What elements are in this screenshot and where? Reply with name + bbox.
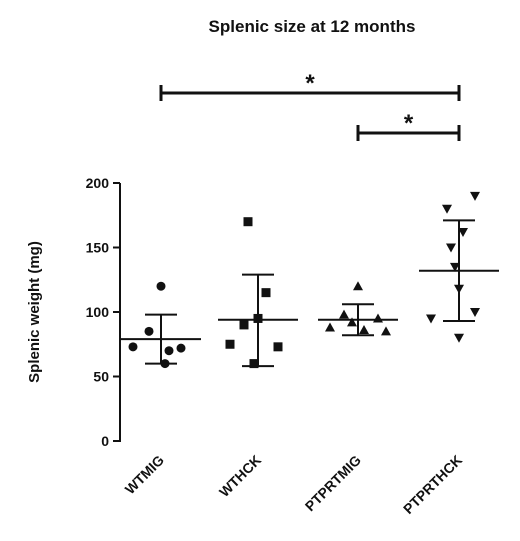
data-point-triangle-down [442,204,452,214]
data-point-triangle-up [381,326,391,336]
data-point-circle [128,342,138,352]
y-tick-label: 50 [93,369,109,385]
data-point-square [253,313,263,323]
significance-star: * [305,70,315,97]
y-tick-label: 100 [86,304,110,320]
error-bars [121,219,499,368]
y-axis-label: Splenic weight (mg) [26,241,43,383]
x-tick-label: WTHCK [216,452,264,500]
data-point-triangle-up [353,281,363,291]
data-point-triangle-down [450,262,460,272]
data-point-square [249,359,259,369]
data-point-circle [176,343,186,353]
data-point-circle [160,359,170,369]
data-point-triangle-up [359,325,369,335]
data-point-triangle-up [339,309,349,319]
data-point-circle [144,326,154,336]
data-point-triangle-down [426,314,436,324]
y-tick-label: 200 [86,175,110,191]
x-ticks: WTMIG WTHCK PTPRTMIG PTPRTHCK [122,452,465,517]
data-point-square [273,342,283,352]
data-point-circle [156,281,166,291]
x-tick-label: PTPRTHCK [400,452,465,517]
significance-brackets: ** [159,70,461,141]
data-point-triangle-down [458,228,468,238]
chart-title: Splenic size at 12 months [209,17,416,36]
data-points [128,191,480,369]
data-point-square [243,217,253,227]
data-point-triangle-down [446,243,456,253]
data-point-circle [164,346,174,356]
data-point-triangle-up [347,317,357,327]
data-point-triangle-down [454,333,464,343]
x-tick-label: PTPRTMIG [302,452,365,515]
data-point-square [225,339,235,349]
x-tick-label: WTMIG [122,452,167,497]
data-point-triangle-down [454,284,464,294]
data-point-triangle-down [470,308,480,317]
significance-star: * [404,110,414,137]
data-point-triangle-down [470,191,480,201]
data-point-triangle-up [325,322,335,332]
data-point-square [239,320,249,330]
y-tick-label: 0 [101,433,109,449]
data-point-square [261,288,271,298]
y-tick-label: 150 [86,240,110,256]
data-point-triangle-up [373,313,383,323]
y-ticks: 0 50 100 150 200 [86,175,120,449]
